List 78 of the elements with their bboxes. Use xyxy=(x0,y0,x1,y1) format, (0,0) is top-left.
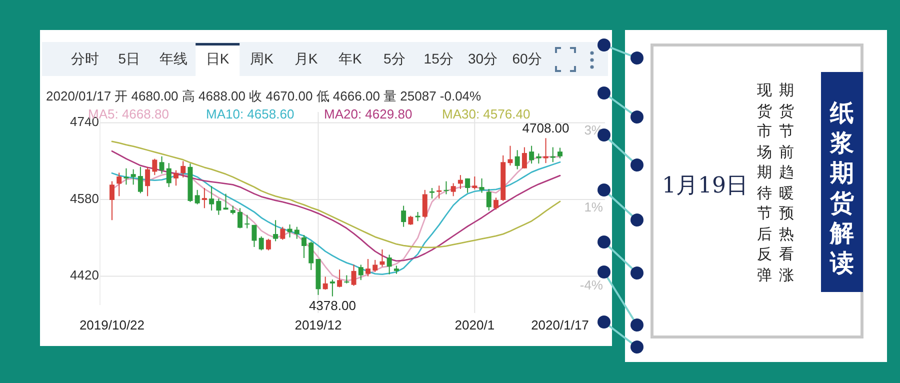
candlestick xyxy=(450,182,456,197)
candlestick xyxy=(124,168,129,186)
x-tick-label: 2020/1/17 xyxy=(531,317,589,332)
annotation: 4378.00 xyxy=(308,298,356,313)
candlestick xyxy=(130,168,136,186)
x-tick-label: 2019/10/22 xyxy=(79,317,145,332)
candlestick xyxy=(458,174,463,190)
x-tick-label: 2020/1 xyxy=(454,317,495,332)
candlestick xyxy=(116,172,122,197)
annotation: 4708.00 xyxy=(522,120,570,136)
tabs: 分时 5日 年线 日K 周K 月K 年K 5分 15分 30分 60分 xyxy=(71,43,542,76)
candlestick xyxy=(415,211,420,222)
text: MA30: 4576.40 xyxy=(442,106,530,122)
candlestick xyxy=(386,254,392,275)
text: -4% xyxy=(580,277,604,292)
candlestick xyxy=(110,180,114,221)
candlestick xyxy=(322,276,328,290)
candlestick xyxy=(543,138,548,164)
candlestick xyxy=(174,170,178,186)
candlestick xyxy=(465,178,470,194)
candlestick xyxy=(472,176,478,190)
candlestick xyxy=(408,215,414,226)
candlestick xyxy=(366,258,370,277)
candlestick xyxy=(330,279,335,297)
y-tick-label: 4580 xyxy=(70,190,99,206)
text: 1% xyxy=(584,199,604,214)
candlestick xyxy=(351,264,356,286)
candlestick xyxy=(422,189,428,218)
candlestick xyxy=(358,264,364,281)
candlestick xyxy=(444,180,449,195)
candlestick xyxy=(479,178,484,194)
candlestick xyxy=(223,193,228,210)
candlestick xyxy=(294,226,300,240)
candlestick xyxy=(280,226,286,240)
text: MA20: 4629.80 xyxy=(324,106,412,122)
candlestick xyxy=(216,198,222,216)
candlestick xyxy=(529,145,534,164)
candlestick xyxy=(209,186,214,212)
candlestick xyxy=(508,145,513,166)
candlestick xyxy=(252,224,257,248)
x-tick-label: 2019/12 xyxy=(294,317,342,332)
candlestick xyxy=(536,152,542,164)
text: 1月19日 xyxy=(662,174,748,199)
text: 期货节前趋暖预热看涨 xyxy=(779,81,794,284)
candlestick xyxy=(238,208,242,229)
candlestick xyxy=(430,188,434,200)
candlestick xyxy=(514,150,520,170)
candlestick xyxy=(202,188,207,209)
candlestick xyxy=(486,188,492,212)
candlestick xyxy=(401,205,406,228)
candlestick xyxy=(266,238,271,251)
text: 现货市场期待节后反弹 xyxy=(757,81,772,284)
y-tick-label: 4420 xyxy=(70,268,99,283)
candlestick xyxy=(372,259,378,272)
text: MA10: 4658.60 xyxy=(206,106,294,122)
candlestick xyxy=(166,162,172,188)
candlestick xyxy=(522,146,527,169)
candlestick xyxy=(152,158,158,176)
candlestick xyxy=(337,269,342,288)
candlestick xyxy=(145,166,150,197)
candlestick xyxy=(194,189,200,205)
candlestick xyxy=(180,160,186,178)
candlestick xyxy=(258,236,264,251)
candlestick xyxy=(302,234,306,259)
candlestick xyxy=(159,156,164,174)
candlestick xyxy=(287,224,292,238)
candlestick xyxy=(558,147,562,159)
candlestick xyxy=(380,248,385,268)
candlestick xyxy=(436,185,442,200)
candlestick xyxy=(244,214,250,229)
line-series xyxy=(111,140,561,248)
candlestick xyxy=(138,166,143,194)
text: 纸浆期货解读 xyxy=(829,98,855,278)
candlestick xyxy=(494,197,498,210)
candlestick xyxy=(550,146,556,163)
text: 2020/01/17 开 4680.00 高 4688.00 收 4670.00 低 4666.00 量 25087 -0.04% xyxy=(46,88,482,104)
candlestick xyxy=(308,241,314,270)
candlestick xyxy=(273,220,278,242)
